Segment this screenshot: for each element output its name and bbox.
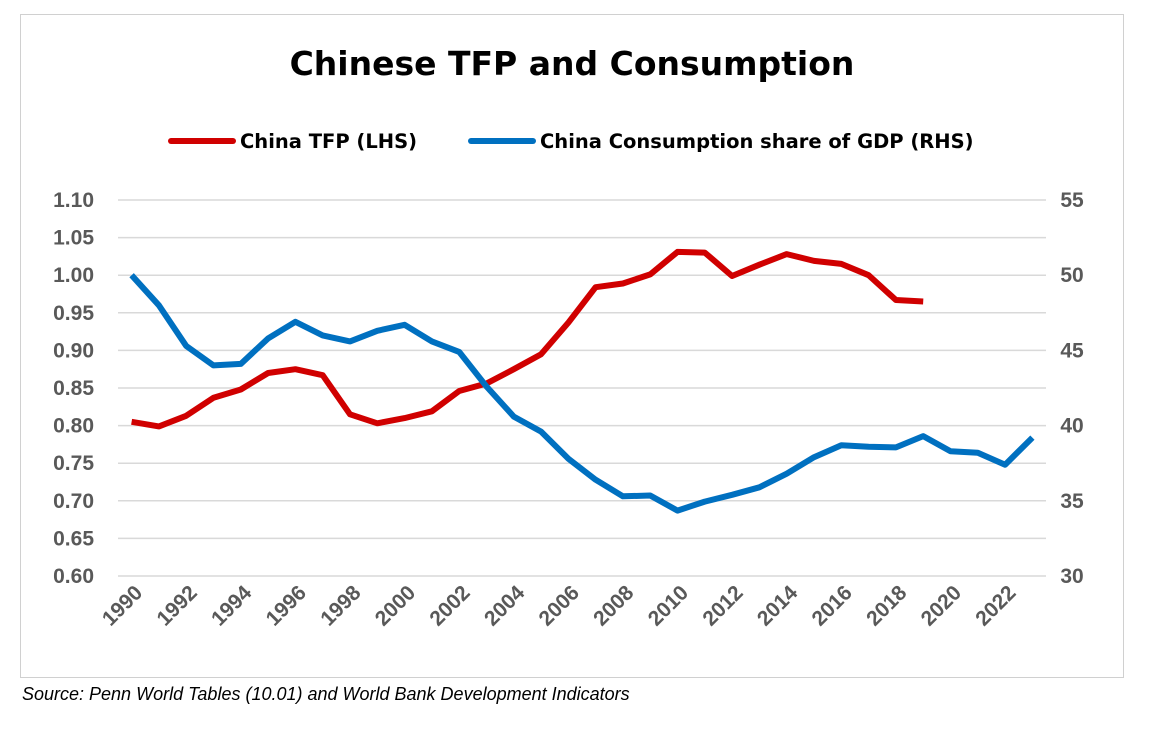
legend-swatch-tfp	[168, 138, 236, 144]
y-left-tick-label: 0.90	[53, 339, 94, 362]
x-tick-label: 2018	[862, 581, 912, 631]
y-right-tick-label: 50	[1060, 264, 1083, 287]
y-left-tick-label: 0.60	[53, 565, 94, 588]
y-left-tick-label: 1.05	[53, 227, 94, 250]
x-tick-label: 1994	[207, 581, 257, 631]
legend-label-tfp: China TFP (LHS)	[240, 129, 418, 153]
x-tick-label: 1996	[262, 581, 311, 630]
y-left-tick-label: 0.65	[53, 527, 94, 550]
y-right-tick-label: 55	[1060, 189, 1084, 212]
legend-swatch-consumption	[468, 138, 536, 144]
y-left-tick-label: 0.95	[53, 302, 94, 325]
x-tick-label: 2002	[425, 581, 474, 630]
y-left-tick-label: 1.00	[53, 264, 94, 287]
y-right-tick-label: 45	[1060, 339, 1084, 362]
x-tick-label: 1992	[152, 581, 201, 630]
y-right-tick-label: 30	[1060, 565, 1083, 588]
x-tick-label: 1998	[316, 581, 366, 631]
x-tick-label: 2008	[589, 581, 639, 631]
x-tick-label: 2004	[480, 581, 530, 631]
chart-title: Chinese TFP and Consumption	[289, 44, 855, 83]
x-tick-label: 2014	[753, 581, 803, 631]
legend-label-consumption: China Consumption share of GDP (RHS)	[540, 129, 974, 153]
legend-item-tfp: China TFP (LHS)	[168, 126, 417, 156]
y-right-tick-label: 35	[1060, 490, 1084, 513]
x-tick-label: 2010	[644, 581, 693, 630]
x-tick-label: 2022	[971, 581, 1020, 630]
y-left-tick-label: 0.85	[53, 377, 94, 400]
y-left-tick-label: 0.70	[53, 490, 94, 513]
y-right-tick-label: 40	[1060, 415, 1083, 438]
y-left-tick-label: 0.75	[53, 452, 94, 475]
legend-item-consumption: China Consumption share of GDP (RHS)	[468, 126, 974, 156]
x-tick-label: 2016	[808, 581, 857, 630]
x-tick-label: 2006	[535, 581, 584, 630]
x-tick-label: 1990	[98, 581, 147, 630]
x-tick-label: 2000	[371, 581, 420, 630]
chart-frame	[20, 14, 1124, 678]
x-tick-label: 2012	[698, 581, 747, 630]
y-left-tick-label: 0.80	[53, 415, 94, 438]
series-line-tfp	[131, 248, 924, 430]
y-left-tick-label: 1.10	[53, 189, 94, 212]
source-note: Source: Penn World Tables (10.01) and Wo…	[22, 684, 630, 704]
x-tick-label: 2020	[917, 581, 966, 630]
chart-legend: China TFP (LHS) China Consumption share …	[0, 126, 1152, 156]
series-line-consumption	[129, 273, 1035, 514]
